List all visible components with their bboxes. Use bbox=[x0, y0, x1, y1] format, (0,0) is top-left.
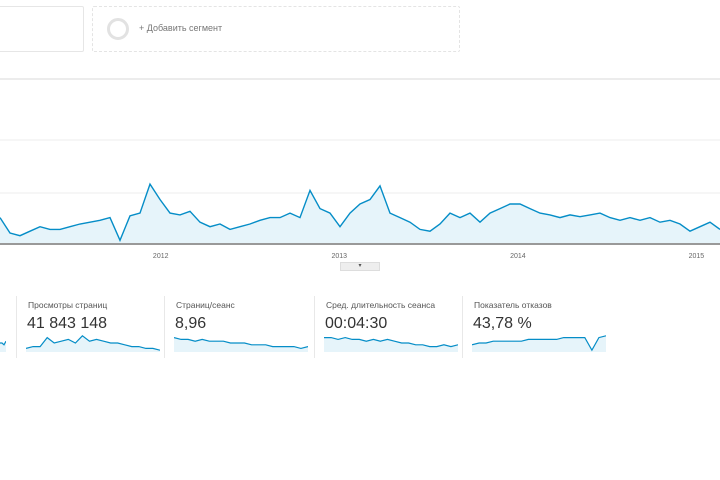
segment-all-users[interactable] bbox=[0, 6, 84, 52]
metric-value: 8,96 bbox=[175, 315, 207, 332]
chart-area bbox=[0, 184, 720, 243]
add-segment-button[interactable]: + Добавить сегмент bbox=[92, 6, 460, 52]
metric-card[interactable]: Просмотры страниц 41 843 148 bbox=[22, 296, 164, 360]
x-tick-label: 2012 bbox=[153, 253, 169, 260]
metric-value: 00:04:30 bbox=[325, 315, 388, 332]
x-tick-label: 2014 bbox=[510, 253, 526, 260]
metric-label: Просмотры страниц bbox=[28, 300, 108, 310]
card-separator bbox=[164, 296, 165, 358]
collapse-chart-tab[interactable]: ▾ bbox=[340, 262, 380, 271]
x-tick-label: 2013 bbox=[331, 253, 347, 260]
metric-sparkline bbox=[472, 335, 606, 352]
card-separator bbox=[16, 296, 17, 358]
metric-sparkline bbox=[324, 336, 458, 352]
metric-card[interactable]: Сред. длительность сеанса 00:04:30 bbox=[320, 296, 462, 360]
metric-value: 43,78 % bbox=[473, 315, 532, 332]
metric-card[interactable] bbox=[0, 296, 14, 360]
metric-sparkline bbox=[26, 335, 160, 352]
card-separator bbox=[314, 296, 315, 358]
divider bbox=[0, 78, 720, 80]
metric-label: Страниц/сеанс bbox=[176, 300, 235, 310]
metric-sparkline bbox=[174, 337, 308, 352]
metric-card[interactable]: Показатель отказов 43,78 % bbox=[468, 296, 610, 360]
metric-sparkline bbox=[0, 340, 6, 352]
metric-label: Сред. длительность сеанса bbox=[326, 300, 436, 310]
segment-circle-icon bbox=[107, 18, 129, 40]
metric-label: Показатель отказов bbox=[474, 300, 552, 310]
metric-value: 41 843 148 bbox=[27, 315, 108, 332]
add-segment-label: + Добавить сегмент bbox=[139, 23, 223, 33]
card-separator bbox=[462, 296, 463, 358]
metric-card[interactable]: Страниц/сеанс 8,96 bbox=[170, 296, 312, 360]
sessions-chart: 2012 2013 2014 2015 bbox=[0, 139, 720, 260]
x-tick-label: 2015 bbox=[689, 253, 705, 260]
chart-line bbox=[0, 182, 720, 243]
